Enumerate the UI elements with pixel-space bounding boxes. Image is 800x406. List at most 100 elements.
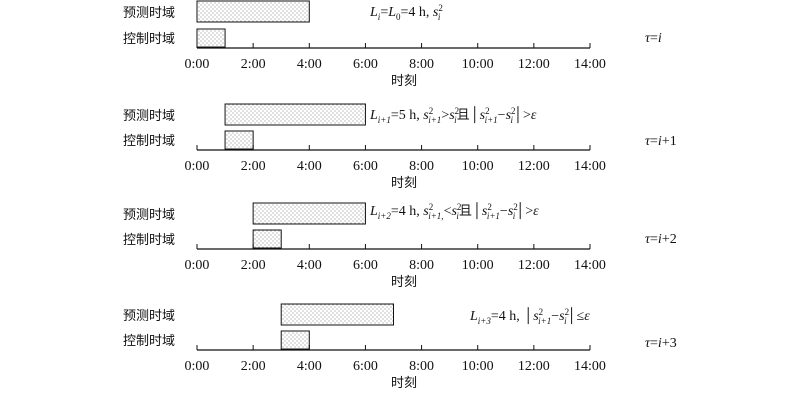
prediction-horizon-label: 预测时域 bbox=[123, 6, 175, 21]
condition-formula-part: − bbox=[500, 204, 508, 219]
time-axis-tick-label: 4:00 bbox=[297, 159, 322, 174]
time-axis-tick-label: 2:00 bbox=[241, 359, 266, 374]
time-axis-tick-label: 14:00 bbox=[574, 159, 606, 174]
condition-formula-part: 2 bbox=[429, 106, 434, 116]
condition-formula-part: i+1 bbox=[487, 211, 500, 221]
time-axis-tick-label: 12:00 bbox=[518, 159, 550, 174]
time-axis-tick-label: 0:00 bbox=[185, 359, 210, 374]
condition-formula-part: i+1 bbox=[378, 115, 391, 125]
condition-formula-part: ε bbox=[531, 108, 537, 123]
time-axis-tick-label: 10:00 bbox=[462, 359, 494, 374]
condition-formula-part: s bbox=[480, 108, 486, 123]
control-horizon-bar bbox=[196, 28, 226, 48]
condition-formula-part: s bbox=[423, 108, 429, 123]
tau-step-label-part: τ bbox=[645, 232, 651, 247]
condition-formula-part: 2 bbox=[565, 307, 570, 317]
condition-formula-part: s bbox=[506, 108, 512, 123]
control-horizon-label: 控制时域 bbox=[123, 334, 175, 349]
condition-formula-part: > bbox=[441, 108, 449, 123]
condition-formula-part: 2 bbox=[457, 202, 462, 212]
condition-formula-part: i+1, bbox=[428, 211, 443, 221]
tau-step-label: τ=i bbox=[645, 31, 662, 46]
tau-step-label-part: = bbox=[650, 134, 658, 149]
condition-formula-part: > bbox=[523, 108, 531, 123]
control-horizon-bar bbox=[280, 330, 310, 350]
tau-step-label-part: τ bbox=[645, 31, 651, 46]
time-axis-tick-label: 12:00 bbox=[518, 57, 550, 72]
time-axis-tick-label: 0:00 bbox=[185, 57, 210, 72]
tau-step-label-part: τ bbox=[645, 134, 651, 149]
time-axis-tick-label: 4:00 bbox=[297, 359, 322, 374]
time-axis-tick-label: 14:00 bbox=[574, 57, 606, 72]
prediction-horizon-bar bbox=[224, 103, 366, 126]
condition-formula-part: i+2 bbox=[378, 211, 392, 221]
condition-formula-part: i bbox=[378, 12, 381, 22]
tau-step-label-part: τ bbox=[645, 336, 651, 351]
condition-formula-part: s bbox=[449, 108, 455, 123]
condition-formula: Li+3=4 h, │s2 i+1−s2 i│≤ε bbox=[469, 307, 590, 326]
time-axis-tick-label: 2:00 bbox=[241, 159, 266, 174]
condition-formula-part: i bbox=[456, 211, 459, 221]
condition-formula-part: i bbox=[511, 115, 514, 125]
time-axis-title: 时刻 bbox=[391, 275, 417, 290]
condition-formula-part: i bbox=[513, 211, 516, 221]
time-axis-tick-label: 8:00 bbox=[409, 159, 434, 174]
condition-formula-part: i+1 bbox=[428, 115, 441, 125]
condition-formula: Li=L0=4 h, s2 i bbox=[369, 3, 443, 22]
condition-formula-part: = bbox=[380, 5, 388, 20]
control-horizon-bar bbox=[224, 130, 254, 150]
condition-formula-part: i+1 bbox=[485, 115, 498, 125]
tau-step-label-part: i bbox=[658, 232, 662, 247]
tau-step-label-part: i bbox=[658, 134, 662, 149]
tau-step-label-part: i bbox=[658, 336, 662, 351]
prediction-horizon-label: 预测时域 bbox=[123, 208, 175, 223]
condition-formula-part: s bbox=[508, 204, 514, 219]
tau-step-label-part: = bbox=[650, 336, 658, 351]
tau-step-label-part: +2 bbox=[662, 232, 677, 247]
time-axis-tick-label: 4:00 bbox=[297, 258, 322, 273]
time-axis-tick-label: 12:00 bbox=[518, 359, 550, 374]
condition-formula-part: s bbox=[559, 309, 565, 324]
condition-formula-part: s bbox=[533, 309, 539, 324]
time-axis-tick-label: 12:00 bbox=[518, 258, 550, 273]
condition-formula-part: < bbox=[444, 204, 452, 219]
tau-step-label: τ=i+3 bbox=[645, 336, 677, 351]
condition-formula-part: =4 h, bbox=[391, 204, 423, 219]
condition-formula-part: 且 bbox=[459, 204, 472, 219]
condition-formula-part: L bbox=[469, 309, 478, 324]
condition-formula-part: 2 bbox=[429, 202, 434, 212]
condition-formula-part: i bbox=[454, 115, 457, 125]
time-axis-tick-label: 2:00 bbox=[241, 57, 266, 72]
condition-formula-part: s bbox=[451, 204, 457, 219]
condition-formula-part: ε bbox=[533, 204, 539, 219]
condition-formula-part: 2 bbox=[485, 106, 490, 116]
time-axis-tick-label: 2:00 bbox=[241, 258, 266, 273]
condition-formula-part: =4 h, bbox=[401, 5, 433, 20]
condition-formula-part: │ bbox=[472, 202, 482, 220]
control-horizon-label: 控制时域 bbox=[123, 32, 175, 47]
control-horizon-label: 控制时域 bbox=[123, 134, 175, 149]
time-axis-tick-label: 6:00 bbox=[353, 159, 378, 174]
time-axis-tick-label: 14:00 bbox=[574, 359, 606, 374]
time-axis-tick-label: 6:00 bbox=[353, 258, 378, 273]
time-axis-tick-label: 0:00 bbox=[185, 258, 210, 273]
condition-formula-part: − bbox=[498, 108, 506, 123]
condition-formula-part: L bbox=[369, 204, 378, 219]
condition-formula-part: =5 h, bbox=[391, 108, 423, 123]
condition-formula-part: s bbox=[433, 5, 439, 20]
tau-step-label-part: +1 bbox=[662, 134, 677, 149]
condition-formula-part: │ bbox=[523, 307, 533, 325]
time-axis-tick-label: 14:00 bbox=[574, 258, 606, 273]
time-axis-title: 时刻 bbox=[391, 74, 417, 89]
condition-formula-part: =4 h, bbox=[491, 309, 523, 324]
prediction-horizon-bar bbox=[280, 303, 395, 326]
condition-formula-part: i+3 bbox=[478, 316, 492, 326]
time-axis-tick-label: 8:00 bbox=[409, 258, 434, 273]
condition-formula-part: L bbox=[369, 108, 378, 123]
time-axis-tick-label: 4:00 bbox=[297, 57, 322, 72]
prediction-horizon-bar bbox=[196, 0, 310, 23]
condition-formula-part: │ bbox=[515, 202, 525, 220]
condition-formula-part: 2 bbox=[539, 307, 544, 317]
